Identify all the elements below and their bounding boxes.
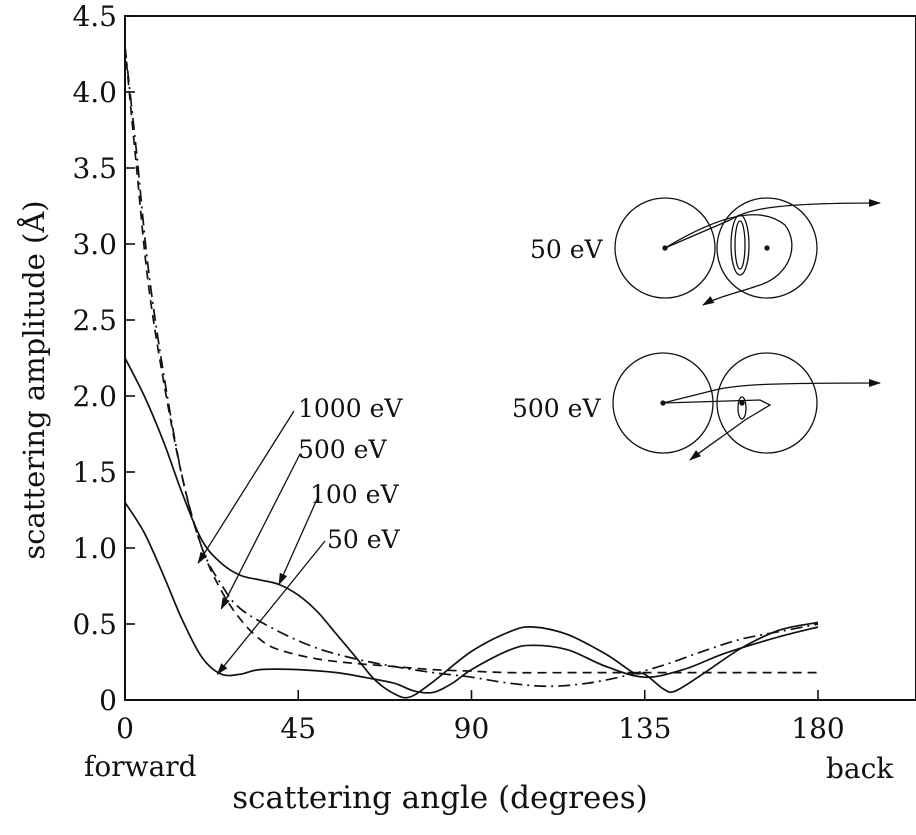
inset-500ev-center-right xyxy=(739,400,745,406)
forward-label: forward xyxy=(84,750,197,783)
back-label: back xyxy=(826,752,894,785)
tick-layer: 0 0.5 1.0 1.5 2.0 2.5 3.0 3.5 4.0 4.5 0 45 90 135 180 xyxy=(72,0,844,745)
inset-50ev-trajectory-loop xyxy=(664,214,793,306)
y-tick-label: 2.0 xyxy=(72,380,117,413)
series-line-100-ev xyxy=(124,357,819,699)
inset-50ev-atom-left xyxy=(614,197,716,299)
y-tick-label: 2.5 xyxy=(72,304,117,337)
y-tick-label: 0.5 xyxy=(72,608,117,641)
y-tick-label: 1.0 xyxy=(72,532,117,565)
inset-50ev-atom-right xyxy=(716,197,818,299)
inset-500ev-trajectory-back xyxy=(662,399,772,461)
annotation-arrow-500-ev xyxy=(220,453,301,610)
plot-frame xyxy=(124,15,916,701)
y-tick-label: 4.0 xyxy=(72,76,117,109)
y-tick-label: 3.0 xyxy=(72,228,117,261)
x-tick-label: 180 xyxy=(791,712,844,745)
inset-50ev-trajectory-forward xyxy=(664,199,881,249)
annotation-layer: 1000 eV 500 eV 100 eV 50 eV xyxy=(197,394,403,675)
annotation-label-1000-ev: 1000 eV xyxy=(298,394,403,423)
y-tick-label: 1.5 xyxy=(72,456,117,489)
inset-50ev-ellipse-outer xyxy=(730,214,750,276)
inset-500ev xyxy=(612,352,881,461)
x-tick-label: 90 xyxy=(454,712,490,745)
inset-500ev-label: 500 eV xyxy=(512,394,601,423)
inset-500ev-ellipse xyxy=(737,396,747,420)
inset-50ev-ellipse-inner xyxy=(734,220,746,270)
series-line-500-ev xyxy=(124,46,818,674)
inset-500ev-atom-left xyxy=(612,352,714,454)
x-tick-label: 0 xyxy=(116,712,134,745)
annotation-arrow-50-ev xyxy=(216,540,326,675)
inset-50ev xyxy=(614,197,881,306)
annotation-arrow-1000-ev xyxy=(197,410,295,565)
x-axis-title: scattering angle (degrees) xyxy=(232,780,647,816)
x-tick-label: 135 xyxy=(618,712,671,745)
annotation-label-500-ev: 500 eV xyxy=(298,435,387,464)
x-tick-label: 45 xyxy=(280,712,316,745)
y-axis-title: scattering amplitude (Å) xyxy=(16,200,51,559)
series-line-1000-ev xyxy=(124,46,819,688)
annotation-arrow-100-ev xyxy=(278,496,319,586)
y-tick-label: 4.5 xyxy=(72,0,117,33)
y-tick-label: 3.5 xyxy=(72,152,117,185)
annotation-label-100-ev: 100 eV xyxy=(310,480,399,509)
inset-500ev-trajectory-forward xyxy=(662,379,881,404)
annotation-label-50-ev: 50 eV xyxy=(327,525,401,554)
series-line-50-ev xyxy=(124,501,819,694)
inset-500ev-atom-right xyxy=(716,352,818,454)
y-tick-label: 0 xyxy=(99,684,117,717)
inset-50ev-label: 50 eV xyxy=(530,235,604,264)
inset-50ev-center-right xyxy=(764,245,770,251)
series-layer xyxy=(124,46,819,699)
